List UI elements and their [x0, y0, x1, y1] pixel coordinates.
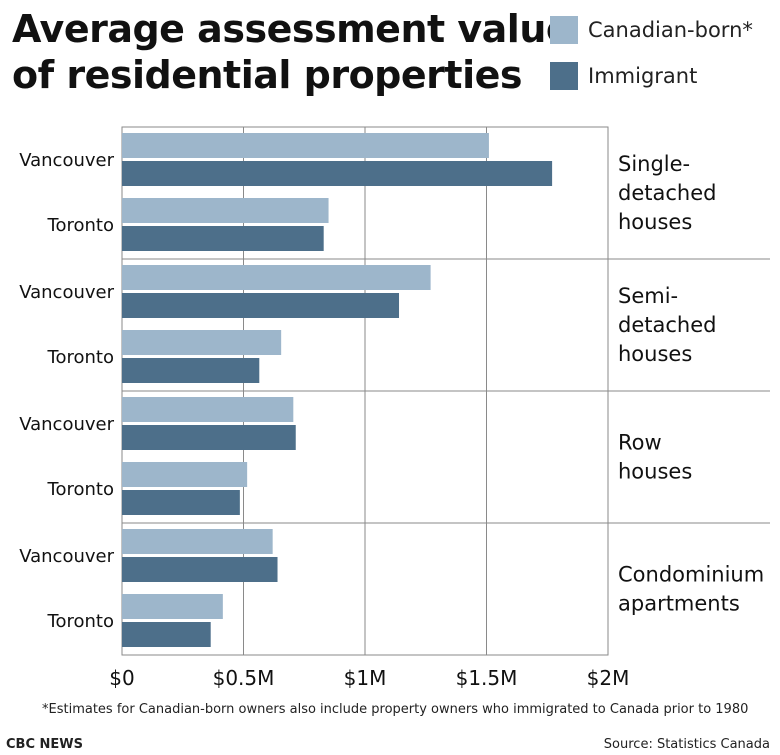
- bar-chart: $0 $0.5M $1M $1.5M $2M Vancouver Toronto Single…: [19, 126, 770, 690]
- legend-swatch-canadian-born: [550, 16, 578, 44]
- category-label: Row: [618, 431, 662, 455]
- bar-immigrant: [122, 425, 296, 450]
- bar-immigrant: [122, 490, 240, 515]
- legend-swatch-immigrant: [550, 62, 578, 90]
- city-label: Vancouver: [19, 282, 114, 303]
- bar-immigrant: [122, 622, 211, 647]
- x-tick-label: $0: [109, 666, 134, 690]
- city-label: Vancouver: [19, 150, 114, 171]
- bar-canadian-born: [122, 198, 329, 223]
- bar-canadian-born: [122, 330, 282, 355]
- city-label: Toronto: [47, 479, 114, 500]
- x-tick-label: $1M: [344, 666, 387, 690]
- bar-canadian-born: [122, 529, 273, 554]
- x-tick-label: $1.5M: [456, 666, 518, 690]
- chart-title: Average assessment value of residential …: [12, 6, 572, 98]
- title-line-1: Average assessment value: [12, 7, 572, 51]
- category-label: houses: [618, 460, 692, 484]
- x-tick-label: $0.5M: [213, 666, 275, 690]
- category-label: detached: [618, 313, 716, 337]
- category-label: Single-: [618, 152, 690, 176]
- title-line-2: of residential properties: [12, 53, 522, 97]
- category-label: apartments: [618, 592, 740, 616]
- city-label: Toronto: [47, 215, 114, 236]
- bar-canadian-born: [122, 462, 248, 487]
- city-label: Vancouver: [19, 546, 114, 567]
- footnote: *Estimates for Canadian-born owners also…: [42, 702, 749, 717]
- bar-immigrant: [122, 358, 260, 383]
- category-label: detached: [618, 181, 716, 205]
- category-label: houses: [618, 342, 692, 366]
- category-label: houses: [618, 210, 692, 234]
- legend-label-immigrant: Immigrant: [588, 64, 698, 88]
- legend: Canadian-born* Immigrant: [550, 16, 753, 108]
- legend-label-canadian-born: Canadian-born*: [588, 18, 753, 42]
- city-label: Toronto: [47, 611, 114, 632]
- bar-immigrant: [122, 557, 278, 582]
- bar-immigrant: [122, 161, 553, 186]
- bar-immigrant: [122, 226, 324, 251]
- category-label: Condominium: [618, 563, 764, 587]
- city-label: Vancouver: [19, 414, 114, 435]
- bar-canadian-born: [122, 265, 431, 290]
- legend-item-immigrant: Immigrant: [550, 62, 753, 90]
- source-note: Source: Statistics Canada: [603, 737, 770, 752]
- category-label: Semi-: [618, 284, 678, 308]
- bar-canadian-born: [122, 133, 489, 158]
- x-tick-label: $2M: [587, 666, 630, 690]
- city-label: Toronto: [47, 347, 114, 368]
- credit: CBC NEWS: [6, 737, 83, 752]
- bar-canadian-born: [122, 397, 294, 422]
- legend-item-canadian-born: Canadian-born*: [550, 16, 753, 44]
- bar-canadian-born: [122, 594, 223, 619]
- bar-immigrant: [122, 293, 400, 318]
